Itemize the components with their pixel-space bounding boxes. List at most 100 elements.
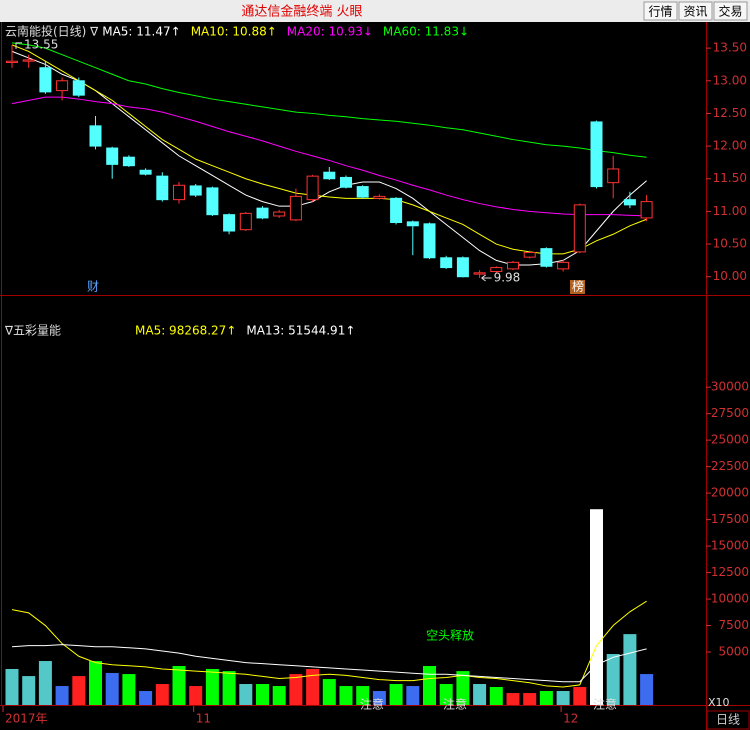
candle-body xyxy=(456,257,469,278)
candle-body xyxy=(39,67,52,93)
menu-button-label[interactable]: 交易 xyxy=(718,4,742,19)
volume-bar xyxy=(473,684,487,705)
volume-bar xyxy=(139,691,153,705)
legend-entry: MA10: 10.88↑ xyxy=(191,25,277,39)
candle-body xyxy=(440,257,453,269)
y-tick-label: 15000 xyxy=(711,539,749,553)
volume-bar xyxy=(272,686,286,705)
menu-button-label[interactable]: 资讯 xyxy=(683,5,707,19)
candle-body xyxy=(640,201,653,219)
y-tick-label: 30000 xyxy=(711,380,749,394)
x-tick-label: 2017年 xyxy=(5,712,48,726)
chart-title: ∇五彩量能 xyxy=(4,324,61,338)
title-bar xyxy=(0,0,750,22)
event-marker: 榜 xyxy=(572,279,584,294)
volume-bar xyxy=(155,684,169,705)
volume-bar xyxy=(172,666,186,705)
low-label: 9.98 xyxy=(494,271,521,285)
volume-ma-line xyxy=(11,644,647,683)
candle-body xyxy=(523,252,536,258)
legend-entry: MA5: 98268.27↑ xyxy=(135,324,236,338)
candle-body xyxy=(89,125,102,147)
y-tick-label: 25000 xyxy=(711,433,749,447)
y-tick-label: 10.00 xyxy=(713,269,747,283)
high-marker xyxy=(15,42,22,49)
legend-entry: MA20: 10.93↓ xyxy=(287,25,373,39)
volume-bar xyxy=(623,634,637,705)
event-marker-bg xyxy=(570,280,585,294)
menu-button[interactable] xyxy=(643,1,678,21)
volume-bar xyxy=(189,686,203,705)
legend-entry: MA5: 11.47↑ xyxy=(102,25,180,39)
volume-bar xyxy=(105,673,119,705)
candle-body xyxy=(173,184,185,201)
menu-button-label[interactable]: 行情 xyxy=(648,5,672,19)
y-tick-label: 13.50 xyxy=(713,41,747,55)
candle-body xyxy=(557,261,570,270)
y-tick-label: 11.50 xyxy=(713,171,747,185)
volume-bar xyxy=(122,674,136,705)
x-tick-label: 12 xyxy=(563,712,578,726)
y-tick-label: 13.00 xyxy=(713,73,747,87)
volume-bar xyxy=(22,676,36,705)
volume-bar xyxy=(573,686,587,705)
candle-body xyxy=(189,185,202,196)
candle-body xyxy=(206,187,219,216)
volume-bar xyxy=(339,686,353,705)
signal-annotation: 注意 xyxy=(443,697,467,712)
candle-body xyxy=(507,261,519,270)
candle-body xyxy=(423,223,436,259)
volume-bar xyxy=(289,674,303,705)
volume-bar xyxy=(356,686,370,705)
candle-body xyxy=(607,168,620,184)
y-tick-label: 10.50 xyxy=(713,237,747,251)
candle-body xyxy=(56,80,69,92)
legend-entry: MA60: 11.83↓ xyxy=(383,25,469,39)
candle-body xyxy=(373,195,386,199)
candle-body xyxy=(273,211,286,217)
volume-bar xyxy=(423,666,436,705)
candle-body xyxy=(72,80,85,96)
signal-annotation: 空头释放 xyxy=(426,628,474,643)
period-box[interactable] xyxy=(706,710,750,730)
menu-button[interactable] xyxy=(678,1,713,21)
scale-label: X10 xyxy=(708,696,730,709)
y-tick-label: 10000 xyxy=(711,592,749,606)
y-tick-label: 12500 xyxy=(711,565,749,579)
volume-bar xyxy=(406,686,420,705)
volume-bar xyxy=(72,676,86,705)
volume-bar xyxy=(590,509,603,705)
candle-body xyxy=(22,59,35,62)
candle-body xyxy=(106,147,119,165)
volume-bar xyxy=(556,691,570,705)
candle-body xyxy=(139,169,152,175)
event-marker: 财 xyxy=(87,280,99,294)
y-tick-label: 11.00 xyxy=(713,204,747,218)
volume-bar xyxy=(89,661,102,705)
candle-body xyxy=(306,175,319,201)
volume-bar xyxy=(606,654,620,705)
candle-body xyxy=(390,197,403,224)
volume-bar xyxy=(372,691,386,705)
chart-title: 云南能投(日线) ∇ xyxy=(5,24,99,39)
volume-bar xyxy=(456,671,470,705)
volume-bar xyxy=(256,684,269,705)
ma-line xyxy=(11,42,647,158)
volume-bar xyxy=(523,693,537,705)
volume-bar xyxy=(640,674,654,705)
volume-bar xyxy=(489,686,503,705)
legend-entry: MA13: 51544.91↑ xyxy=(246,324,355,338)
x-tick-label: 11 xyxy=(196,712,211,726)
high-label: 13.55 xyxy=(24,37,58,51)
y-tick-label: 22500 xyxy=(711,459,749,473)
candle-body xyxy=(573,204,586,253)
period-label[interactable]: 日线 xyxy=(716,713,740,727)
candle-body xyxy=(490,267,503,272)
menu-button[interactable] xyxy=(713,1,748,21)
volume-ma-line xyxy=(11,600,647,688)
volume-bar xyxy=(506,693,520,705)
volume-bar xyxy=(5,668,19,705)
candle-body xyxy=(256,207,269,219)
signal-annotation: 注意 xyxy=(593,697,617,712)
